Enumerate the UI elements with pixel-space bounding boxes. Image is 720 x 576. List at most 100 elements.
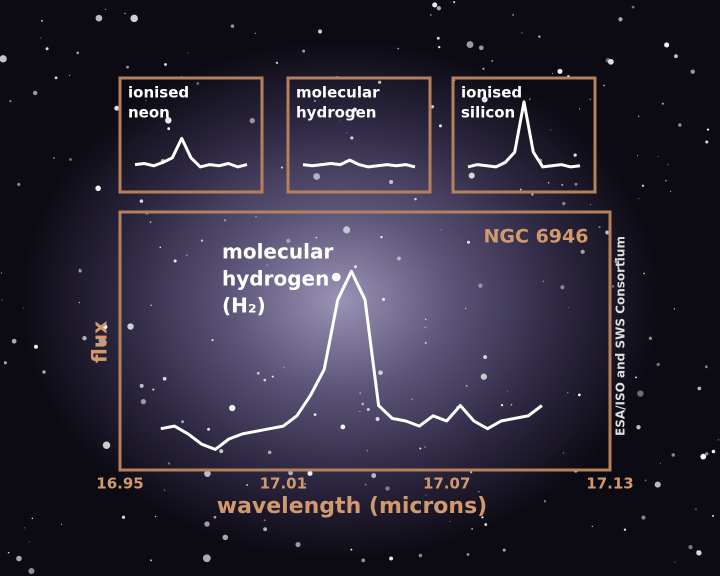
- star: [641, 184, 645, 187]
- star: [611, 285, 615, 288]
- star: [664, 42, 670, 48]
- star: [466, 553, 470, 556]
- star: [670, 190, 672, 192]
- star: [16, 555, 22, 562]
- star: [429, 13, 432, 16]
- star: [648, 336, 653, 340]
- star: [512, 13, 515, 16]
- star: [465, 307, 467, 309]
- star: [24, 527, 26, 529]
- star: [469, 471, 473, 474]
- star: [453, 1, 456, 4]
- star: [706, 128, 710, 131]
- star: [315, 236, 318, 239]
- star: [40, 37, 42, 39]
- star: [256, 371, 260, 375]
- star: [204, 521, 210, 527]
- star: [28, 567, 35, 575]
- star: [438, 45, 441, 49]
- star: [31, 517, 33, 519]
- star: [280, 166, 284, 169]
- star: [543, 500, 547, 503]
- credit: ESA/ISO and SWS Consortium: [614, 236, 628, 436]
- star: [562, 452, 565, 454]
- star: [467, 240, 471, 244]
- star: [331, 272, 341, 282]
- star: [414, 197, 417, 201]
- star: [164, 63, 167, 66]
- star: [140, 398, 147, 405]
- star: [150, 304, 152, 307]
- star: [3, 361, 7, 365]
- peak-label: hydrogen: [222, 267, 329, 291]
- star: [561, 183, 564, 186]
- star: [589, 98, 591, 101]
- y-axis-label: flux: [88, 321, 112, 363]
- star: [385, 486, 390, 491]
- star: [659, 462, 662, 464]
- star: [149, 559, 152, 562]
- star: [33, 344, 38, 349]
- star: [482, 67, 485, 70]
- star: [598, 225, 601, 229]
- star: [711, 514, 715, 517]
- star: [471, 528, 473, 530]
- star: [440, 229, 442, 231]
- star: [411, 398, 413, 401]
- star: [313, 413, 317, 416]
- star: [635, 376, 637, 379]
- star: [9, 99, 12, 103]
- x-tick-label: 17.13: [586, 475, 633, 493]
- star: [502, 548, 506, 552]
- star: [104, 8, 106, 10]
- star: [139, 383, 144, 388]
- star: [149, 221, 152, 223]
- star: [54, 76, 58, 80]
- star: [317, 29, 323, 34]
- star: [102, 324, 108, 330]
- inset-line: [302, 158, 416, 169]
- star: [381, 297, 386, 301]
- star: [656, 362, 660, 367]
- star: [705, 452, 709, 456]
- star: [145, 99, 147, 102]
- star: [419, 447, 422, 450]
- star: [181, 420, 185, 424]
- star: [302, 49, 306, 53]
- star: [695, 508, 697, 511]
- star: [637, 390, 644, 397]
- star: [353, 265, 358, 269]
- star: [267, 450, 272, 455]
- star: [339, 120, 341, 122]
- star: [211, 339, 214, 342]
- star: [608, 58, 614, 65]
- star: [483, 355, 487, 359]
- star: [418, 553, 423, 558]
- star: [230, 24, 235, 28]
- star: [0, 55, 7, 63]
- star: [271, 375, 274, 378]
- star: [466, 41, 474, 49]
- star: [359, 392, 362, 395]
- star: [28, 541, 30, 543]
- star: [667, 164, 669, 166]
- star: [690, 69, 695, 74]
- star: [222, 534, 229, 541]
- inset-title: neon: [128, 104, 170, 122]
- star: [114, 105, 120, 111]
- star: [657, 156, 659, 158]
- star: [307, 470, 313, 476]
- star: [636, 154, 639, 157]
- star: [187, 52, 189, 54]
- star: [521, 32, 523, 34]
- star: [102, 441, 111, 449]
- x-tick-label: 17.01: [260, 475, 307, 493]
- inset-title: molecular: [296, 84, 380, 102]
- star: [704, 365, 708, 369]
- star: [436, 36, 440, 40]
- star: [79, 268, 81, 270]
- star: [478, 45, 484, 51]
- star: [573, 153, 577, 157]
- star: [60, 523, 63, 525]
